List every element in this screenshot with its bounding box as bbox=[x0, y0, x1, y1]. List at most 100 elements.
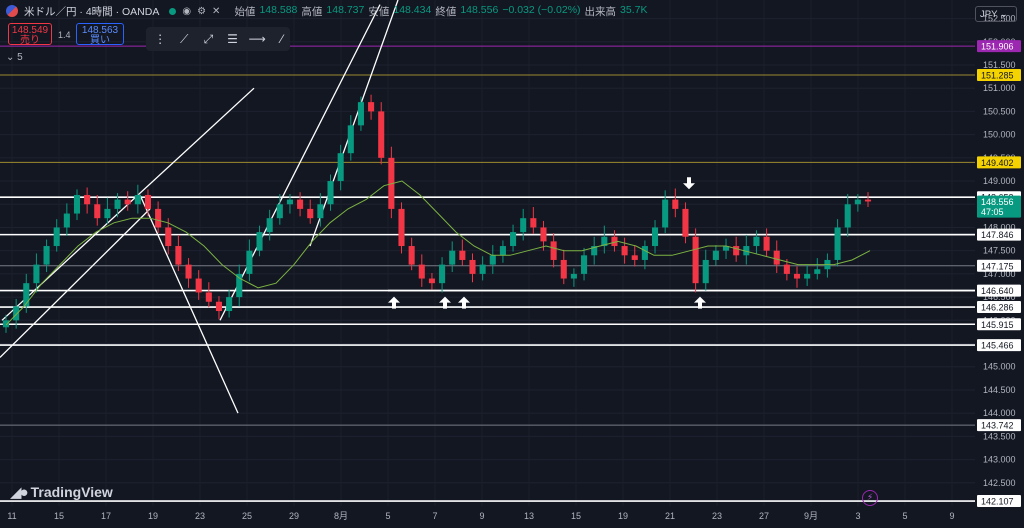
y-tick-label: 145.000 bbox=[983, 362, 1016, 372]
x-tick-label: 19 bbox=[148, 511, 158, 521]
currency-selector[interactable]: JPY ⌄ bbox=[975, 6, 1017, 22]
price-axis[interactable]: 152.500152.000151.500151.000150.500150.0… bbox=[975, 0, 1024, 528]
candle-body bbox=[317, 204, 324, 219]
lightning-icon[interactable]: ⚡ bbox=[862, 490, 878, 506]
drag-handle-icon[interactable]: ⋮ bbox=[154, 32, 167, 46]
candle-body bbox=[246, 250, 253, 274]
candle-body bbox=[631, 255, 638, 260]
candle-body bbox=[469, 259, 476, 274]
candle-body bbox=[165, 227, 172, 247]
candle-body bbox=[854, 199, 861, 205]
candle-body bbox=[327, 181, 334, 205]
parallel-channel-tool-icon[interactable]: ☰ bbox=[227, 32, 238, 46]
y-tick-label: 147.500 bbox=[983, 246, 1016, 256]
x-tick-label: 13 bbox=[524, 511, 534, 521]
candle-body bbox=[479, 264, 486, 274]
candle-body bbox=[215, 301, 223, 312]
eye-icon[interactable]: ◉ bbox=[182, 5, 192, 17]
candle-body bbox=[793, 273, 801, 279]
candle-body bbox=[347, 125, 354, 154]
trend-line[interactable] bbox=[309, 0, 399, 247]
candle-body bbox=[43, 246, 50, 265]
x-tick-label: 5 bbox=[385, 511, 390, 521]
candle-body bbox=[814, 269, 821, 274]
candle-body bbox=[550, 241, 557, 260]
tradingview-logo: ◢● TradingView bbox=[10, 484, 113, 501]
candle-body bbox=[459, 250, 466, 260]
candle-body bbox=[783, 264, 790, 274]
symbol-title[interactable]: 米ドル／円 · 4時間 · OANDA bbox=[24, 5, 160, 18]
x-tick-label: 15 bbox=[54, 511, 64, 521]
legend-bar: 米ドル／円 · 4時間 · OANDA ◉ ⚙ ✕ 始値 148.588 高値 14… bbox=[0, 0, 970, 22]
level-price-tag bbox=[977, 318, 1021, 331]
settings-icon[interactable]: ⚙ bbox=[197, 5, 207, 17]
candle-body bbox=[591, 246, 598, 256]
usdjpy-flag-icon bbox=[6, 5, 18, 17]
candle-body bbox=[621, 246, 628, 256]
sell-button[interactable]: 148.549 売り bbox=[8, 23, 52, 46]
candle-body bbox=[357, 102, 364, 126]
level-price-label: 146.640 bbox=[981, 286, 1014, 296]
candle-body bbox=[94, 204, 101, 219]
candle-body bbox=[864, 199, 872, 202]
up-arrow-icon bbox=[388, 296, 400, 309]
trend-line[interactable] bbox=[0, 208, 151, 358]
x-tick-label: 23 bbox=[712, 511, 722, 521]
candle-body bbox=[398, 208, 405, 247]
candle-body bbox=[834, 227, 841, 260]
close-icon[interactable]: ✕ bbox=[212, 5, 221, 17]
up-arrow-icon bbox=[439, 296, 451, 309]
y-tick-label: 150.000 bbox=[983, 130, 1016, 140]
candle-body bbox=[266, 218, 273, 233]
buy-button[interactable]: 148.563 買い bbox=[76, 23, 124, 46]
candle-body bbox=[307, 208, 314, 219]
x-tick-label: 21 bbox=[665, 511, 675, 521]
x-tick-label: 25 bbox=[242, 511, 252, 521]
candle-body bbox=[712, 250, 719, 260]
candle-body bbox=[13, 306, 20, 321]
candle-body bbox=[499, 246, 506, 256]
candle-body bbox=[185, 264, 192, 279]
candle-body bbox=[33, 264, 40, 284]
candle-body bbox=[449, 250, 456, 265]
candle-body bbox=[337, 153, 344, 182]
time-axis[interactable]: 11 15 17 19 23 25 29 8月 5 7 9 13 15 19 21 23 27 9月 3 5 9 bbox=[7, 511, 954, 521]
candle-body bbox=[581, 255, 588, 274]
x-tick-label: 9月 bbox=[804, 511, 818, 521]
candle-body bbox=[672, 199, 679, 209]
y-tick-label: 151.500 bbox=[983, 60, 1016, 70]
y-tick-label: 152.500 bbox=[983, 14, 1016, 24]
trend-line[interactable] bbox=[139, 194, 239, 414]
candle-body bbox=[155, 208, 162, 228]
x-tick-label: 11 bbox=[7, 511, 16, 521]
extended-line-tool-icon[interactable]: ⁄ bbox=[280, 32, 283, 46]
x-tick-label: 5 bbox=[902, 511, 907, 521]
x-tick-label: 19 bbox=[618, 511, 628, 521]
y-tick-label: 143.000 bbox=[983, 455, 1016, 465]
y-tick-label: 143.500 bbox=[983, 431, 1016, 441]
candle-body bbox=[530, 218, 537, 228]
horizontal-ray-tool-icon[interactable]: ⟶ bbox=[248, 32, 266, 46]
ray-tool-icon[interactable]: ⤢ bbox=[203, 31, 214, 46]
x-tick-label: 29 bbox=[289, 511, 299, 521]
candle-body bbox=[692, 236, 699, 284]
level-price-label: 143.742 bbox=[981, 421, 1014, 431]
candle-body bbox=[175, 246, 182, 265]
level-price-tag bbox=[977, 301, 1021, 314]
candle-body bbox=[368, 102, 375, 112]
candle-body bbox=[236, 273, 243, 298]
indicators-toggle[interactable]: ⌄ 5 bbox=[6, 52, 23, 63]
moving-average bbox=[5, 180, 871, 326]
candle-body bbox=[682, 208, 689, 237]
y-tick-label: 146.500 bbox=[983, 292, 1016, 302]
candle-body bbox=[641, 246, 648, 260]
level-price-label: 151.285 bbox=[981, 70, 1014, 80]
candle-body bbox=[297, 199, 304, 209]
trend-line-tool-icon[interactable]: ⟋ bbox=[180, 31, 189, 46]
trend-lines[interactable] bbox=[0, 0, 975, 414]
x-tick-label: 9 bbox=[479, 511, 484, 521]
candle-body bbox=[144, 194, 152, 209]
candle-body bbox=[114, 199, 121, 209]
level-price-tag bbox=[977, 284, 1021, 297]
